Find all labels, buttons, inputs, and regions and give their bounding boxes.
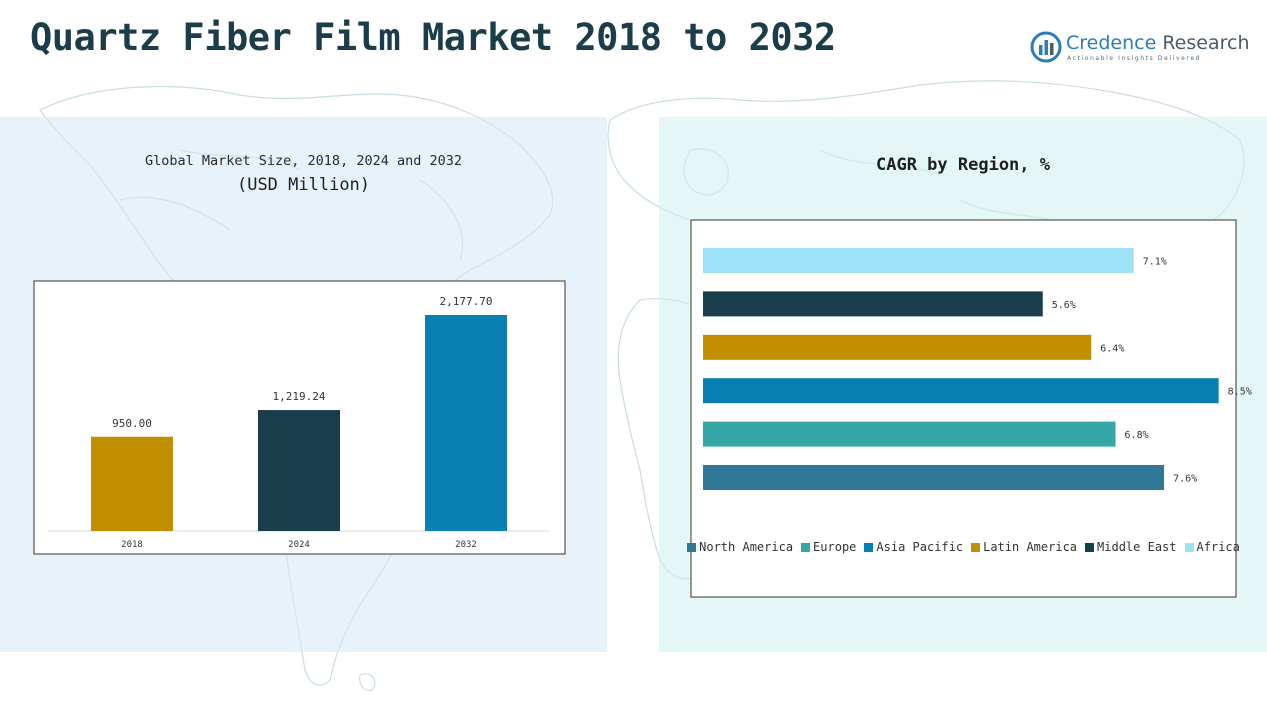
market-size-tick-2024: 2024 (288, 540, 310, 550)
logo-name-first: Credence (1066, 32, 1157, 54)
cagr-chart-frame (690, 219, 1237, 598)
market-size-bar-2018 (91, 436, 173, 531)
legend-swatch-north-america (687, 542, 697, 552)
market-size-value-label-2032: 2,177.70 (440, 295, 493, 308)
cagr-legend: North America Europe Asia Pacific Latin Ame… (687, 540, 1240, 554)
legend-item-africa: Africa (1184, 540, 1240, 554)
credence-research-logo[interactable]: Credence Research Actionable Insights De… (1030, 30, 1249, 70)
legend-swatch-asia-pacific (864, 542, 874, 552)
cagr-value-label-africa: 7.1% (1143, 257, 1167, 268)
cagr-bar-asia-pacific (703, 378, 1219, 404)
legend-item-asia-pacific: Asia Pacific (864, 540, 963, 554)
legend-swatch-latin-america (971, 542, 981, 552)
legend-label-middle-east: Middle East (1097, 540, 1177, 554)
cagr-bar-africa (703, 248, 1134, 273)
legend-label-latin-america: Latin America (983, 540, 1078, 554)
legend-label-africa: Africa (1196, 540, 1240, 554)
legend-swatch-africa (1184, 542, 1194, 552)
market-size-unit: (USD Million) (236, 175, 371, 195)
logo-name: Credence Research (1066, 32, 1249, 54)
cagr-bar-north-america (703, 465, 1165, 490)
cagr-bar-middle-east (703, 291, 1043, 317)
cagr-title: CAGR by Region, % (876, 155, 1050, 175)
legend-label-asia-pacific: Asia Pacific (876, 540, 964, 554)
market-size-value-label-2018: 950.00 (112, 417, 152, 430)
cagr-value-label-north-america: 7.6% (1173, 474, 1197, 485)
market-size-value-label-2024: 1,219.24 (273, 390, 326, 403)
legend-item-north-america: North America (687, 540, 793, 554)
cagr-bar-europe (703, 421, 1116, 447)
page-title: Quartz Fiber Film Market 2018 to 2032 (30, 16, 836, 59)
cagr-bars: 7.1% 5.6% 6.4% 8.5% 6.8% 7.6% (703, 248, 1252, 490)
legend-item-middle-east: Middle East (1085, 540, 1177, 554)
logo-name-second: Research (1162, 32, 1250, 54)
legend-label-europe: Europe (813, 540, 857, 554)
market-size-bars: 950.00 2018 1,219.24 2024 2,177.70 2032 (91, 295, 507, 550)
logo-bars-icon (1030, 31, 1062, 63)
cagr-value-label-europe: 6.8% (1125, 430, 1149, 441)
cagr-bar-latin-america (703, 334, 1092, 360)
market-size-subtitle: Global Market Size, 2018, 2024 and 2032 (145, 153, 462, 169)
legend-item-latin-america: Latin America (971, 540, 1077, 554)
legend-item-europe: Europe (801, 540, 856, 554)
logo-tagline: Actionable Insights Delivered (1067, 55, 1202, 62)
cagr-value-label-latin-america: 6.4% (1100, 343, 1124, 354)
market-size-tick-2018: 2018 (121, 540, 143, 550)
legend-swatch-europe (801, 542, 811, 552)
market-size-bar-2024 (258, 410, 340, 531)
legend-label-north-america: North America (699, 540, 794, 554)
cagr-value-label-asia-pacific: 8.5% (1228, 387, 1252, 398)
market-size-tick-2032: 2032 (455, 540, 477, 550)
market-size-bar-2032 (425, 314, 507, 531)
legend-swatch-middle-east (1085, 542, 1095, 552)
cagr-value-label-middle-east: 5.6% (1052, 300, 1076, 311)
